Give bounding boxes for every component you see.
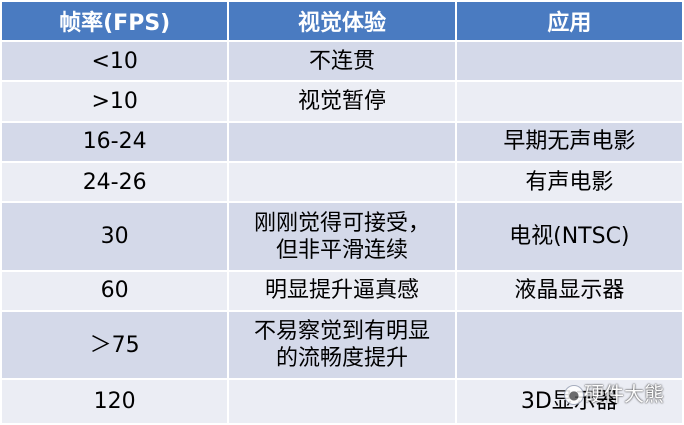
table-row: <10 不连贯	[0, 39, 684, 83]
application-cell: 早期无声电影	[454, 120, 684, 164]
table-row: 30 刚刚觉得可接受， 但非平滑连续 电视(NTSC)	[0, 201, 684, 272]
experience-cell	[227, 120, 457, 164]
experience-line-2: 但非平滑连续	[275, 237, 408, 263]
application-cell: 液晶显示器	[454, 269, 684, 313]
fps-cell: <10	[0, 39, 230, 83]
wechat-icon: ●	[564, 385, 584, 405]
fps-cell: 120	[0, 378, 230, 425]
application-cell: 有声电影	[454, 161, 684, 204]
table-row: >10 视觉暂停	[0, 80, 684, 123]
fps-cell: 30	[0, 201, 230, 272]
header-application: 应用	[454, 0, 684, 42]
fps-cell: 60	[0, 269, 230, 313]
experience-cell: 刚刚觉得可接受， 但非平滑连续	[227, 201, 457, 272]
application-cell: 电视(NTSC)	[454, 201, 684, 272]
experience-line-1: 不易察觉到有明显	[253, 319, 430, 345]
experience-line-1: 刚刚觉得可接受，	[253, 210, 430, 236]
experience-cell: 不连贯	[227, 39, 457, 83]
watermark-text: 硬件大熊	[584, 382, 664, 406]
fps-cell: 16-24	[0, 120, 230, 164]
fps-cell: 24-26	[0, 161, 230, 204]
table-row: 120 3D显示器	[0, 378, 684, 425]
header-fps: 帧率(FPS)	[0, 0, 230, 42]
table-row: 24-26 有声电影	[0, 161, 684, 204]
header-row: 帧率(FPS) 视觉体验 应用	[0, 0, 684, 42]
experience-line-2: 的流畅度提升	[275, 346, 408, 372]
application-cell	[454, 39, 684, 83]
header-experience: 视觉体验	[227, 0, 457, 42]
table-row: ＞75 不易察觉到有明显 的流畅度提升	[0, 310, 684, 381]
application-cell	[454, 80, 684, 123]
experience-cell	[227, 161, 457, 204]
fps-cell: >10	[0, 80, 230, 123]
table-row: 16-24 早期无声电影	[0, 120, 684, 164]
experience-cell: 不易察觉到有明显 的流畅度提升	[227, 310, 457, 381]
fps-cell: ＞75	[0, 310, 230, 381]
experience-cell: 明显提升逼真感	[227, 269, 457, 313]
experience-cell	[227, 378, 457, 425]
experience-cell: 视觉暂停	[227, 80, 457, 123]
table-row: 60 明显提升逼真感 液晶显示器	[0, 269, 684, 313]
application-cell	[454, 310, 684, 381]
